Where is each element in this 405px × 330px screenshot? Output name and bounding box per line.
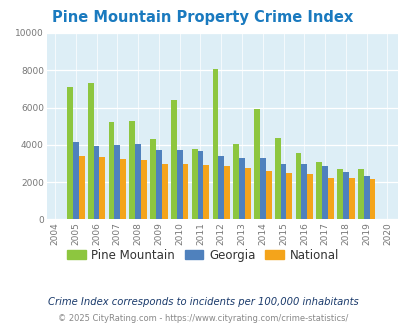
- Bar: [274, 138, 280, 219]
- Bar: [156, 150, 162, 219]
- Bar: [141, 160, 147, 219]
- Bar: [99, 157, 105, 219]
- Bar: [176, 150, 182, 219]
- Bar: [150, 139, 156, 219]
- Bar: [315, 162, 322, 219]
- Bar: [301, 163, 307, 219]
- Bar: [162, 163, 167, 219]
- Bar: [79, 156, 84, 219]
- Bar: [307, 174, 312, 219]
- Bar: [218, 156, 224, 219]
- Bar: [337, 169, 342, 219]
- Bar: [322, 166, 327, 219]
- Bar: [369, 180, 375, 219]
- Bar: [224, 166, 229, 219]
- Bar: [94, 146, 99, 219]
- Bar: [233, 144, 239, 219]
- Bar: [265, 171, 271, 219]
- Bar: [254, 110, 259, 219]
- Bar: [212, 69, 218, 219]
- Bar: [67, 87, 72, 219]
- Bar: [244, 168, 250, 219]
- Bar: [135, 144, 141, 219]
- Bar: [109, 122, 114, 219]
- Text: Pine Mountain Property Crime Index: Pine Mountain Property Crime Index: [52, 10, 353, 25]
- Bar: [295, 153, 301, 219]
- Bar: [87, 83, 94, 219]
- Bar: [203, 165, 209, 219]
- Bar: [120, 159, 126, 219]
- Bar: [342, 172, 348, 219]
- Bar: [280, 163, 286, 219]
- Bar: [171, 100, 176, 219]
- Bar: [191, 148, 197, 219]
- Bar: [239, 158, 244, 219]
- Text: Crime Index corresponds to incidents per 100,000 inhabitants: Crime Index corresponds to incidents per…: [47, 297, 358, 307]
- Text: © 2025 CityRating.com - https://www.cityrating.com/crime-statistics/: © 2025 CityRating.com - https://www.city…: [58, 314, 347, 323]
- Bar: [114, 145, 120, 219]
- Bar: [129, 121, 135, 219]
- Bar: [259, 158, 265, 219]
- Bar: [286, 173, 292, 219]
- Bar: [327, 179, 333, 219]
- Bar: [182, 164, 188, 219]
- Bar: [348, 179, 354, 219]
- Bar: [197, 151, 203, 219]
- Bar: [363, 176, 369, 219]
- Bar: [357, 169, 363, 219]
- Legend: Pine Mountain, Georgia, National: Pine Mountain, Georgia, National: [62, 244, 343, 266]
- Bar: [72, 142, 79, 219]
